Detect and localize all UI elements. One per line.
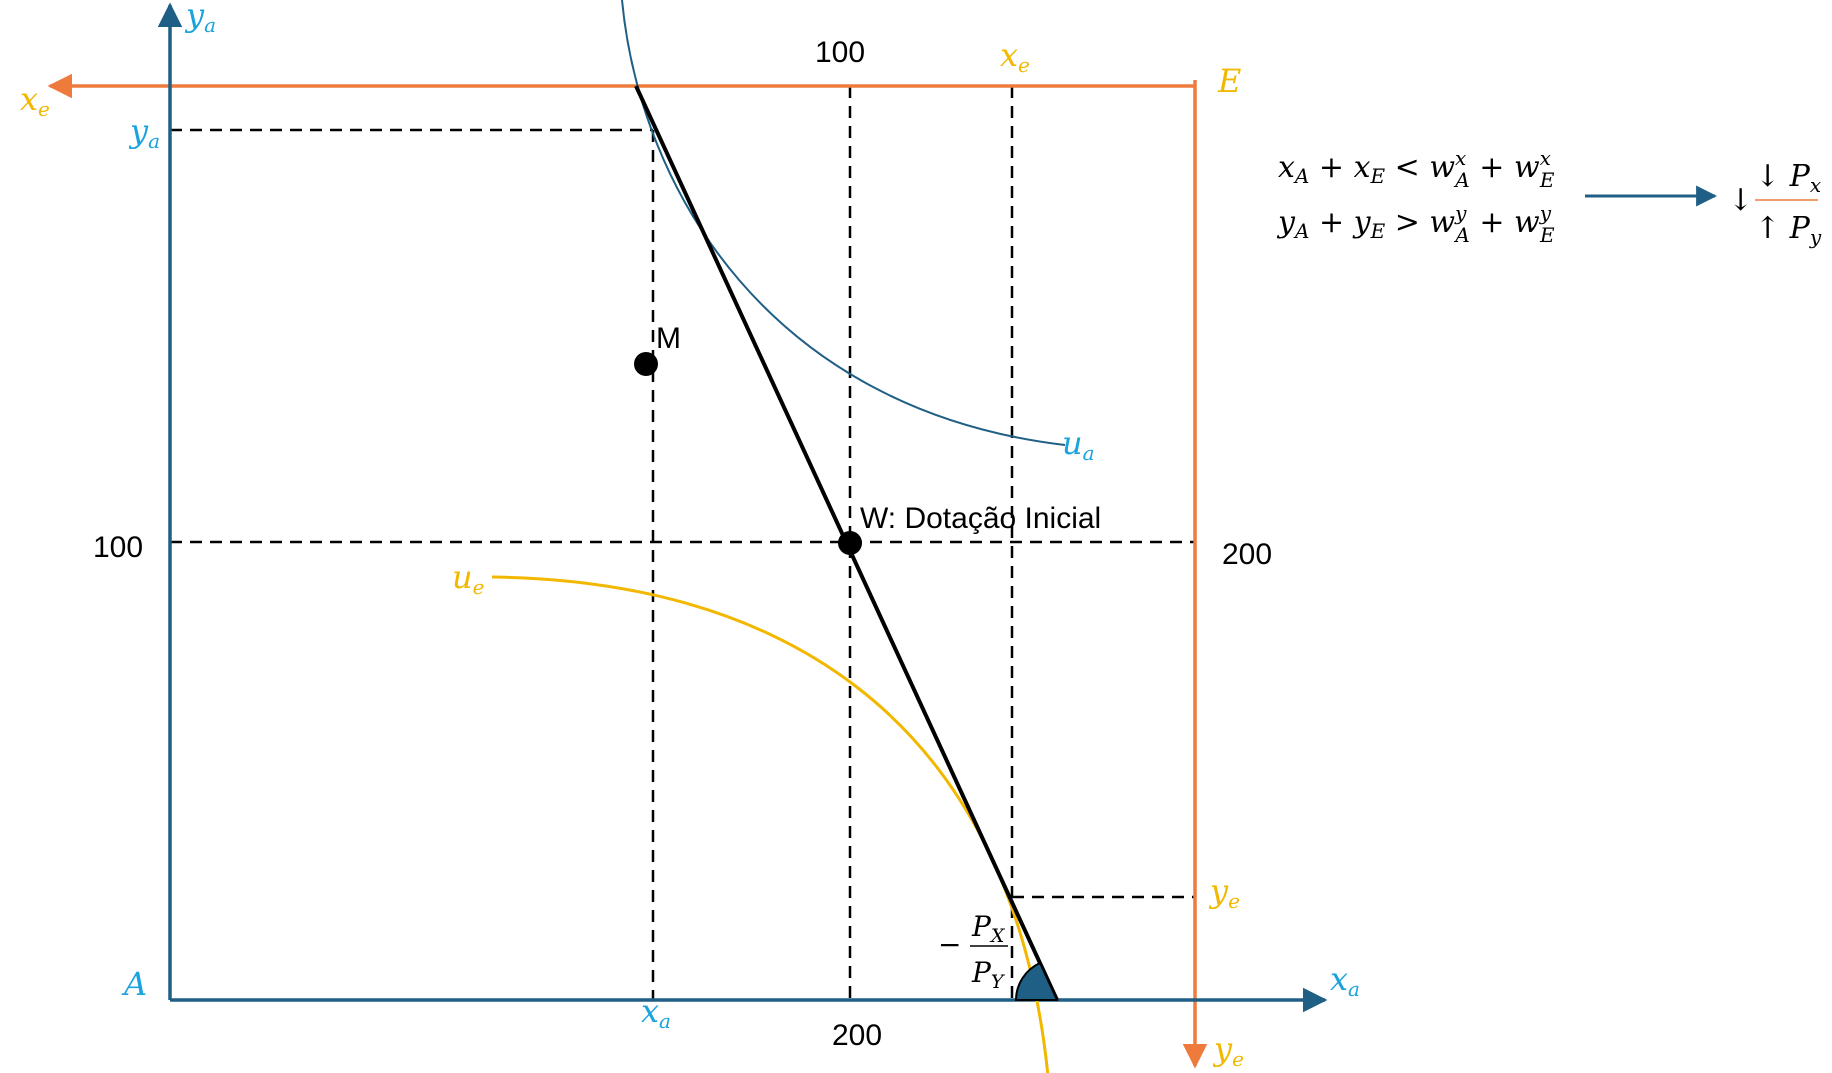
label-top-100: 100 <box>815 36 865 69</box>
label-origin-e: E <box>1217 62 1241 100</box>
label-mark-xe: xe <box>1000 36 1030 77</box>
slope-angle-marker <box>1014 961 1059 1001</box>
result-down-arrow: ↓ <box>1728 183 1753 218</box>
label-point-m: M <box>656 322 681 355</box>
slope-label: − PX PY <box>938 910 1008 993</box>
label-mark-ye: ye <box>1208 872 1240 913</box>
price-ratio-result: ↓ ↓ Px ↑ Py <box>1728 159 1822 249</box>
label-curve-ue: ue <box>452 558 484 599</box>
result-numerator: ↓ Px <box>1755 159 1821 197</box>
label-left-100: 100 <box>93 531 143 564</box>
inequality-y: yA + yE > wy A + wy E <box>1276 201 1555 247</box>
point-w <box>838 531 862 555</box>
label-axis-ya: ya <box>184 0 216 37</box>
indifference-curve-ue <box>491 575 1050 1073</box>
inequality-x: xA + xE < wx A + wx E <box>1278 146 1555 192</box>
label-mark-xa: xa <box>641 992 671 1033</box>
label-curve-ua: ua <box>1062 424 1095 465</box>
result-denominator: ↑ Py <box>1755 211 1822 249</box>
label-right-200: 200 <box>1222 538 1272 571</box>
slope-denominator: PY <box>971 956 1006 993</box>
label-origin-a: A <box>121 965 147 1003</box>
inequalities: xA + xE < wx A + wx E yA + yE > wy A + wy E … <box>1276 146 1822 249</box>
label-axis-xe: xe <box>20 80 50 121</box>
label-point-w: W: Dotação Inicial <box>860 502 1101 535</box>
slope-sign: − <box>938 928 961 961</box>
slope-numerator: PX <box>971 910 1006 947</box>
label-bottom-200: 200 <box>832 1019 882 1052</box>
guide-lines <box>170 86 1195 1000</box>
indifference-curve-ua <box>621 0 1066 446</box>
point-m <box>634 352 658 376</box>
label-mark-ya: ya <box>128 112 160 153</box>
label-axis-xa: xa <box>1330 960 1360 1001</box>
label-axis-ye: ye <box>1212 1030 1244 1071</box>
